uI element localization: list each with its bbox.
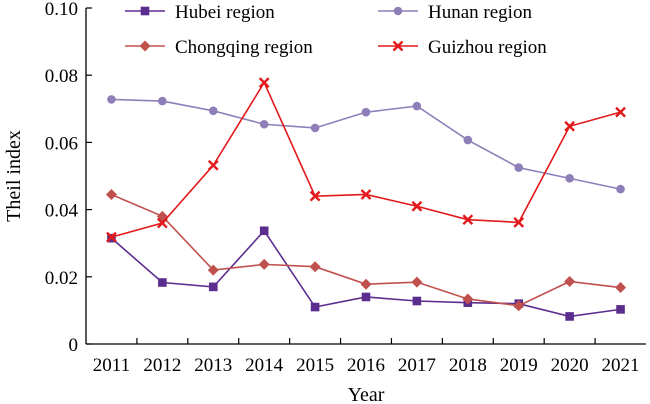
- x-tick-label: 2021: [602, 355, 640, 376]
- data-point-guizhou-region: [106, 231, 117, 243]
- data-point-hubei-region: [565, 312, 574, 321]
- y-axis-title: Theil index: [3, 130, 25, 222]
- data-point-hunan-region: [208, 106, 218, 116]
- legend-label: Hunan region: [428, 2, 532, 23]
- data-point-hunan-region: [616, 184, 625, 194]
- legend-label: Chongqing region: [175, 37, 313, 58]
- legend-marker: [139, 40, 151, 52]
- data-point-hunan-region: [412, 101, 422, 111]
- data-point-hunan-region: [463, 135, 473, 145]
- legend-item-hunan-region: Hunan region: [378, 2, 532, 23]
- data-point-hubei-region: [259, 226, 269, 236]
- x-tick-label: 2013: [194, 355, 232, 376]
- y-tick-label: 0.04: [45, 201, 79, 222]
- data-point-chongqing-region: [564, 276, 576, 288]
- data-point-hubei-region: [412, 296, 422, 306]
- data-point-guizhou-region: [615, 106, 626, 118]
- x-tick-label: 2019: [500, 355, 538, 376]
- data-point-guizhou-region: [309, 190, 321, 202]
- series-chongqing-region: [105, 188, 627, 312]
- x-tick-label: 2014: [245, 355, 284, 376]
- data-point-guizhou-region: [462, 214, 474, 226]
- data-point-hubei-region: [158, 278, 167, 287]
- data-point-hunan-region: [158, 96, 167, 106]
- y-tick-label: 0.06: [45, 133, 78, 154]
- data-point-hunan-region: [565, 174, 574, 183]
- data-point-chongqing-region: [462, 293, 474, 305]
- data-point-hunan-region: [259, 119, 269, 129]
- series-guizhou-region: [106, 77, 626, 243]
- data-point-hubei-region: [616, 305, 625, 314]
- legend-item-chongqing-region: Chongqing region: [125, 37, 313, 58]
- data-point-chongqing-region: [309, 261, 321, 273]
- data-point-chongqing-region: [615, 282, 627, 294]
- data-point-guizhou-region: [258, 77, 270, 88]
- data-point-guizhou-region: [411, 200, 423, 212]
- data-point-chongqing-region: [207, 264, 219, 276]
- legend-marker: [140, 6, 150, 16]
- legend-item-guizhou-region: Guizhou region: [378, 37, 547, 58]
- y-tick-label: 0.02: [45, 268, 78, 289]
- x-tick-label: 2016: [347, 355, 385, 376]
- legend-item-hubei-region: Hubei region: [125, 2, 275, 23]
- x-tick-label: 2012: [143, 355, 181, 376]
- x-ticks: 2011 2012 2013 2014 2015 2016 2017 2018 2019 2020…: [93, 338, 640, 376]
- legend: Hubei region Hunan region Chongqing region…: [125, 2, 547, 58]
- data-point-hubei-region: [310, 302, 320, 312]
- data-point-guizhou-region: [207, 159, 219, 171]
- legend-marker: [392, 40, 404, 52]
- legend-marker: [393, 6, 403, 16]
- y-ticks: 0 0.02 0.04 0.06 0.08 0.10: [45, 0, 92, 356]
- data-point-chongqing-region: [513, 300, 525, 312]
- data-point-hunan-region: [361, 107, 371, 117]
- series-hunan-region: [107, 95, 625, 194]
- data-point-chongqing-region: [411, 276, 423, 288]
- legend-label: Hubei region: [175, 2, 275, 23]
- data-point-chongqing-region: [105, 188, 117, 200]
- data-point-guizhou-region: [513, 217, 525, 228]
- data-point-hubei-region: [361, 292, 371, 302]
- data-point-hunan-region: [514, 163, 524, 172]
- data-point-guizhou-region: [564, 120, 575, 132]
- x-tick-label: 2018: [449, 355, 487, 376]
- data-point-chongqing-region: [360, 278, 372, 290]
- legend-label: Guizhou region: [428, 37, 547, 58]
- x-axis-title: Year: [348, 384, 385, 404]
- x-tick-label: 2020: [551, 355, 589, 376]
- data-point-hunan-region: [310, 123, 320, 133]
- x-tick-label: 2011: [93, 355, 130, 376]
- series-layer: [105, 77, 627, 321]
- x-tick-label: 2017: [398, 355, 436, 376]
- y-tick-label: 0.08: [45, 66, 78, 87]
- data-point-hunan-region: [107, 95, 116, 104]
- data-point-hubei-region: [208, 282, 218, 292]
- x-tick-label: 2015: [296, 355, 334, 376]
- y-tick-label: 0.10: [45, 0, 78, 20]
- data-point-chongqing-region: [258, 258, 270, 270]
- data-point-guizhou-region: [157, 217, 168, 229]
- data-point-guizhou-region: [360, 189, 372, 200]
- y-tick-label: 0: [69, 335, 79, 356]
